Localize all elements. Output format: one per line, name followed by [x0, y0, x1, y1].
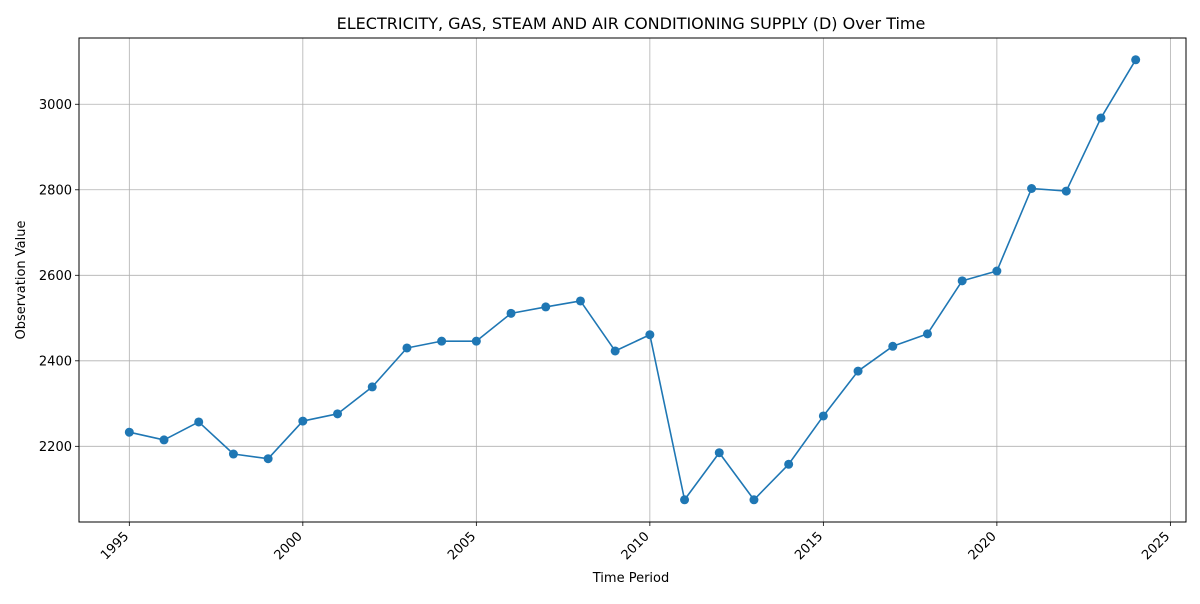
- data-point: [506, 308, 516, 318]
- data-point: [714, 448, 724, 458]
- data-point: [610, 346, 620, 356]
- y-tick-label: 2800: [39, 183, 72, 198]
- data-point: [263, 454, 273, 464]
- grid: [79, 38, 1186, 522]
- data-point: [922, 329, 932, 339]
- x-tick-label: 2005: [445, 529, 479, 563]
- data-point: [575, 296, 585, 306]
- data-point: [471, 336, 481, 346]
- data-point: [159, 435, 169, 445]
- y-axis-label: Observation Value: [14, 221, 29, 340]
- x-axis-label: Time Period: [592, 571, 669, 586]
- data-point: [194, 417, 204, 427]
- x-tick-label: 1995: [98, 529, 132, 563]
- data-point: [818, 411, 828, 421]
- data-point: [402, 343, 412, 353]
- data-point: [367, 382, 377, 392]
- data-point: [228, 449, 238, 459]
- data-point: [957, 276, 967, 286]
- x-tick-label: 2020: [966, 529, 1000, 563]
- data-point: [437, 336, 447, 346]
- data-point: [992, 266, 1002, 276]
- data-point: [298, 416, 308, 426]
- x-tick-label: 2015: [792, 529, 826, 563]
- data-point: [124, 427, 134, 437]
- data-point: [541, 302, 551, 312]
- plot-frame: [78, 37, 1187, 523]
- data-point: [1061, 186, 1071, 196]
- x-tick-label: 2025: [1139, 529, 1173, 563]
- series-line: [129, 59, 1137, 501]
- data-point: [888, 341, 898, 351]
- data-point: [645, 330, 655, 340]
- series-layer: [124, 55, 1141, 505]
- data-point: [1131, 55, 1141, 65]
- data-point: [749, 495, 759, 505]
- data-point: [680, 495, 690, 505]
- x-axis-ticks: 1995 2000 2005 2010 2015 2020 2025: [98, 522, 1173, 563]
- chart-title: ELECTRICITY, GAS, STEAM AND AIR CONDITIO…: [337, 14, 926, 33]
- x-tick-label: 2010: [619, 529, 653, 563]
- data-point: [853, 366, 863, 376]
- data-point: [1096, 113, 1106, 123]
- y-axis-ticks: 2200 2400 2600 2800 3000: [39, 98, 79, 455]
- y-tick-label: 3000: [39, 98, 72, 113]
- data-point: [784, 459, 794, 469]
- x-tick-label: 2000: [272, 529, 306, 563]
- y-tick-label: 2400: [39, 354, 72, 369]
- y-tick-label: 2200: [39, 440, 72, 455]
- data-point: [333, 409, 343, 419]
- y-tick-label: 2600: [39, 269, 72, 284]
- data-point: [1027, 184, 1037, 194]
